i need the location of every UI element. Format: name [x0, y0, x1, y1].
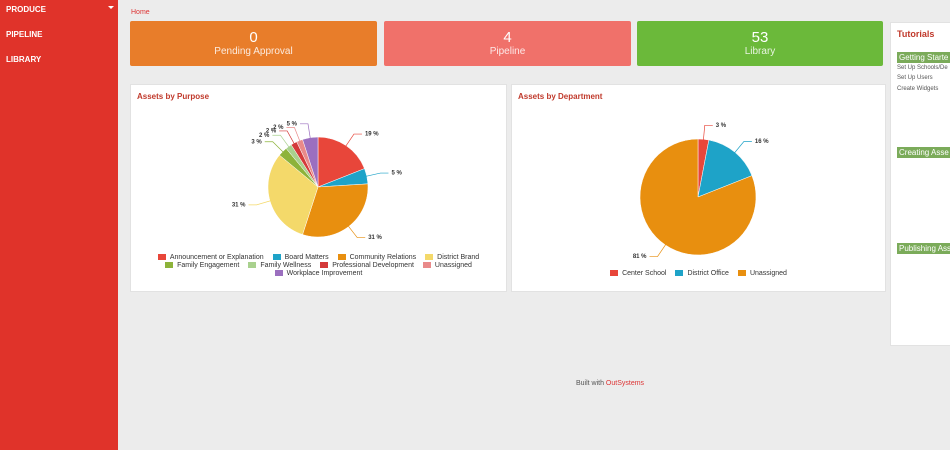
- data-label: 3 %: [251, 139, 262, 145]
- legend-swatch: [320, 262, 329, 269]
- tutorials-title: Tutorials: [897, 29, 935, 39]
- data-label: 2 %: [266, 128, 277, 134]
- legend-item[interactable]: Family Engagement: [165, 262, 239, 269]
- legend-item[interactable]: District Office: [675, 270, 729, 277]
- legend-swatch: [274, 270, 283, 277]
- leader-line: [248, 200, 273, 206]
- legend-label: Family Engagement: [177, 262, 240, 269]
- legend-swatch: [610, 270, 619, 277]
- data-label: 2 %: [259, 133, 270, 139]
- chart-title: Assets by Department: [518, 92, 603, 101]
- tutorial-heading[interactable]: Creating Asse: [897, 147, 950, 158]
- stat-label: Pipeline: [489, 46, 526, 57]
- legend-swatch: [272, 254, 281, 261]
- data-label: 16 %: [755, 139, 769, 145]
- nav-item[interactable]: LIBRARY: [6, 55, 42, 64]
- leader-line: [347, 224, 366, 238]
- legend-swatch: [675, 270, 684, 277]
- stat-card[interactable]: 0 Pending Approval: [130, 21, 377, 66]
- leader-line: [649, 243, 667, 257]
- data-label: 3 %: [716, 123, 727, 129]
- legend-item[interactable]: Workplace Improvement: [274, 270, 363, 277]
- data-label: 19 %: [365, 132, 379, 138]
- legend-label: District Office: [687, 270, 729, 277]
- legend-swatch: [422, 262, 431, 269]
- tutorial-link[interactable]: Set Up Schools/De: [897, 65, 948, 71]
- data-label: 5 %: [287, 121, 298, 127]
- nav-item[interactable]: PRODUCE: [6, 5, 47, 14]
- stat-label: Library: [744, 46, 776, 57]
- tutorial-heading[interactable]: Publishing Ass: [897, 243, 950, 254]
- caret: [108, 6, 114, 9]
- legend: Center School District Office Unassigned: [522, 270, 875, 277]
- leader-line: [299, 123, 311, 140]
- legend: Announcement or Explanation Board Matters…: [141, 254, 496, 277]
- legend-swatch: [337, 254, 346, 261]
- leader-line: [702, 124, 713, 142]
- breadcrumb[interactable]: Home: [131, 9, 150, 16]
- legend-item[interactable]: Center School: [610, 270, 666, 277]
- chart: 3 % 16 % 81 %: [633, 123, 769, 260]
- legend-swatch: [425, 254, 434, 261]
- legend-item[interactable]: Professional Development: [320, 262, 414, 269]
- legend-item[interactable]: Board Matters: [272, 254, 329, 261]
- data-label: 2 %: [273, 125, 284, 131]
- chart-title: Assets by Purpose: [137, 92, 210, 101]
- stat-label: Pending Approval: [214, 46, 293, 57]
- leader-line: [279, 130, 296, 146]
- leader-line: [733, 141, 752, 155]
- leader-line: [264, 141, 285, 154]
- tutorial-link[interactable]: Create Widgets: [897, 86, 939, 92]
- footer-link[interactable]: OutSystems: [605, 380, 645, 387]
- chart-panel: Assets by Purpose 19 % 5 % 31 % 31 % 3 % 2 % 2…: [130, 84, 507, 292]
- stat-value: 53: [751, 29, 769, 46]
- tutorial-heading[interactable]: Getting Starte: [897, 52, 950, 63]
- stat-value: 4: [503, 29, 512, 46]
- legend-label: Community Relations: [349, 254, 417, 261]
- chart: 19 %5 %31 %31 %3 %2 %2 %2 %5 %: [232, 121, 403, 241]
- legend-label: District Brand: [437, 254, 480, 261]
- legend-swatch: [157, 254, 166, 261]
- legend-label: Workplace Improvement: [286, 270, 363, 277]
- data-label: 31 %: [232, 202, 246, 208]
- leader-line: [286, 127, 301, 143]
- leader-line: [344, 133, 362, 148]
- sidebar: PRODUCE PIPELINE LIBRARY: [0, 0, 118, 450]
- legend-swatch: [737, 270, 746, 277]
- legend-label: Board Matters: [284, 254, 329, 261]
- tutorial-link[interactable]: Set Up Users: [897, 75, 933, 81]
- legend-swatch: [165, 262, 174, 269]
- legend-item[interactable]: Family Wellness: [248, 262, 311, 269]
- legend-label: Professional Development: [332, 262, 414, 269]
- legend-item[interactable]: District Brand: [425, 254, 479, 261]
- stat-card[interactable]: 4 Pipeline: [384, 21, 631, 66]
- legend-label: Announcement or Explanation: [169, 254, 264, 261]
- legend-label: Family Wellness: [260, 262, 312, 269]
- chart-panel: Assets by Department 3 % 16 % 81 % Center …: [511, 84, 886, 292]
- legend-item[interactable]: Announcement or Explanation: [157, 254, 264, 261]
- legend-swatch: [248, 262, 257, 269]
- footer-text: Built with: [575, 380, 604, 387]
- tutorials-panel: Tutorials Getting Starte Set Up Schools/…: [890, 22, 950, 346]
- leader-line: [364, 172, 389, 177]
- legend-label: Center School: [622, 270, 667, 277]
- footer: Built with OutSystems: [500, 380, 720, 387]
- stat-value: 0: [249, 29, 258, 46]
- legend-label: Unassigned: [749, 270, 787, 277]
- legend-item[interactable]: Unassigned: [422, 262, 472, 269]
- leader-line: [272, 134, 291, 149]
- stat-card[interactable]: 53 Library: [637, 21, 883, 66]
- legend-item[interactable]: Unassigned: [737, 270, 787, 277]
- legend-item[interactable]: Community Relations: [337, 254, 417, 261]
- nav-item[interactable]: PIPELINE: [6, 30, 43, 39]
- data-label: 5 %: [391, 171, 402, 177]
- data-label: 31 %: [368, 235, 382, 241]
- legend-label: Unassigned: [434, 262, 472, 269]
- data-label: 81 %: [633, 254, 647, 260]
